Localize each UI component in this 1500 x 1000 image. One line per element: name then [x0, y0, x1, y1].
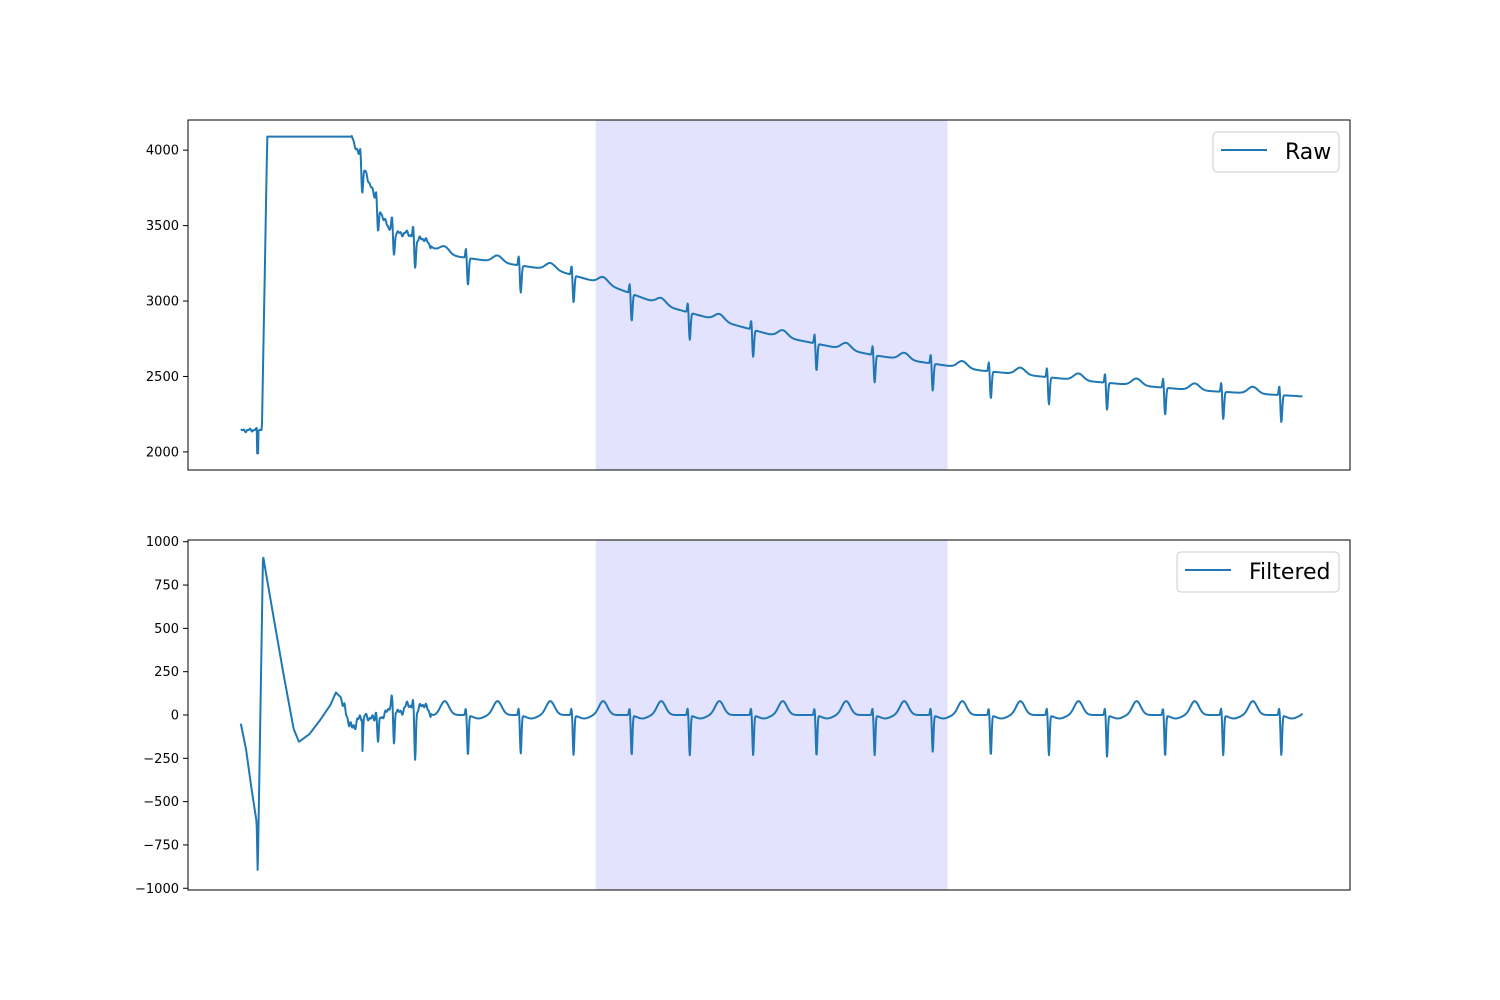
filtered-series-line	[239, 556, 1304, 871]
y-tick-label: 750	[154, 579, 179, 594]
axes-frame	[187, 539, 1351, 891]
y-axis-ticks: −1000 −750 −500 −250 0 250 500 750 1000	[135, 535, 188, 897]
legend-label-raw: Raw	[1285, 140, 1331, 165]
y-tick-label: 2500	[146, 370, 179, 385]
legend-box	[1212, 131, 1340, 173]
y-tick-label: 1000	[146, 535, 179, 550]
y-tick-label: 0	[171, 709, 179, 724]
y-tick-label: 3500	[146, 219, 179, 234]
legend-box	[1176, 551, 1340, 593]
y-tick-label: 3000	[146, 295, 179, 310]
highlight-span	[595, 120, 948, 470]
legend-label-filtered: Filtered	[1249, 560, 1331, 585]
raw-series-line	[240, 135, 1304, 455]
y-tick-label: 4000	[146, 144, 179, 159]
y-tick-label: 2000	[146, 445, 179, 460]
y-axis-ticks: 2000 2500 3000 3500 4000	[146, 144, 188, 460]
axes-frame	[187, 119, 1351, 471]
y-tick-label: 500	[154, 622, 179, 637]
y-tick-label: −250	[143, 752, 179, 767]
y-tick-label: 250	[154, 665, 179, 680]
filtered-legend: Filtered	[1176, 551, 1340, 593]
filtered-signal-chart: −1000 −750 −500 −250 0 250 500 750 1000 Filtered	[135, 535, 1351, 897]
y-tick-label: −1000	[135, 882, 179, 897]
y-tick-label: −500	[143, 795, 179, 810]
y-tick-label: −750	[143, 838, 179, 853]
raw-signal-chart: 2000 2500 3000 3500 4000 Raw	[146, 119, 1351, 471]
raw-legend: Raw	[1212, 131, 1340, 173]
